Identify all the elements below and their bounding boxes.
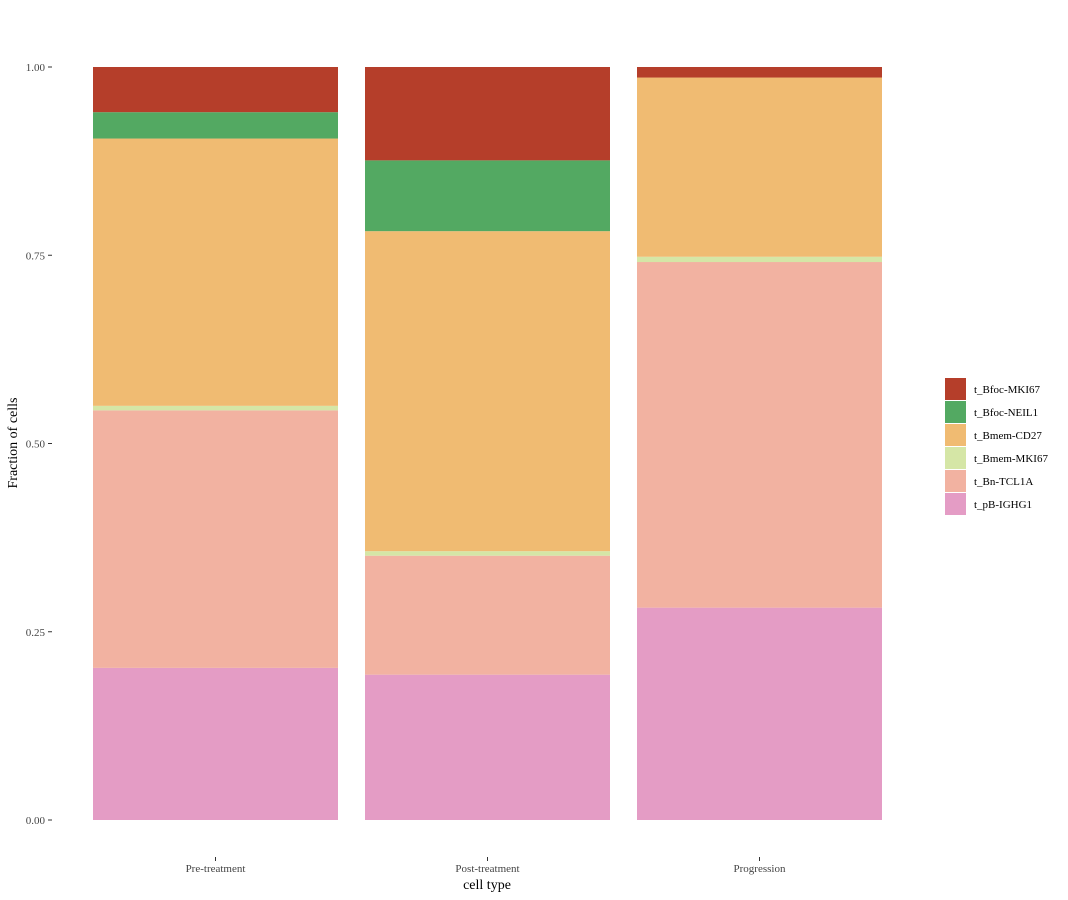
legend-key xyxy=(945,493,966,515)
bars xyxy=(93,67,882,820)
bar-segment-t-bmem-cd27 xyxy=(637,77,882,257)
legend-key xyxy=(945,401,966,423)
x-tick-label: Progression xyxy=(734,863,786,875)
x-tick-label: Pre-treatment xyxy=(186,863,246,875)
y-tick-label: 0.75 xyxy=(26,250,46,262)
legend-label: t_Bfoc-MKI67 xyxy=(974,384,1040,396)
bar-segment-t-pb-ighg1 xyxy=(365,674,610,820)
y-tick-label: 0.25 xyxy=(26,627,46,639)
y-tick-label: 0.00 xyxy=(26,815,46,827)
bar-segment-t-bfoc-mki67 xyxy=(637,67,882,78)
y-tick-label: 0.50 xyxy=(26,439,46,451)
bar-segment-t-bmem-mki67 xyxy=(637,256,882,263)
x-tick-label: Post-treatment xyxy=(455,863,519,875)
y-tick-label: 1.00 xyxy=(26,62,46,74)
legend: t_Bfoc-MKI67 t_Bfoc-NEIL1 t_Bmem-CD27 t_Bme… xyxy=(945,378,1048,515)
x-axis: Pre-treatment Post-treatment Progression xyxy=(186,857,786,875)
bar-segment-t-bmem-cd27 xyxy=(93,138,338,406)
legend-label: t_Bmem-MKI67 xyxy=(974,453,1048,465)
bar-segment-t-bmem-cd27 xyxy=(365,231,610,552)
bar-segment-t-bfoc-mki67 xyxy=(93,67,338,113)
bar-segment-t-pb-ighg1 xyxy=(637,607,882,820)
legend-label: t_pB-IGHG1 xyxy=(974,499,1032,511)
legend-label: t_Bn-TCL1A xyxy=(974,476,1033,488)
bar-segment-t-bfoc-mki67 xyxy=(365,67,610,161)
bar-segment-t-bn-tcl1a xyxy=(365,555,610,675)
bar-segment-t-bmem-mki67 xyxy=(365,551,610,556)
legend-key xyxy=(945,424,966,446)
y-axis-title: Fraction of cells xyxy=(6,398,21,489)
legend-key xyxy=(945,378,966,400)
legend-label: t_Bfoc-NEIL1 xyxy=(974,407,1038,419)
bar-segment-t-bn-tcl1a xyxy=(637,262,882,608)
legend-label: t_Bmem-CD27 xyxy=(974,430,1042,442)
bar-segment-t-bmem-mki67 xyxy=(93,405,338,411)
bar-segment-t-bfoc-neil1 xyxy=(93,112,338,139)
legend-key xyxy=(945,470,966,492)
bar-segment-t-pb-ighg1 xyxy=(93,667,338,820)
x-axis-title: cell type xyxy=(463,878,511,893)
bar-segment-t-bn-tcl1a xyxy=(93,410,338,668)
legend-key xyxy=(945,447,966,469)
bar-segment-t-bfoc-neil1 xyxy=(365,160,610,232)
y-axis: 0.00 0.25 0.50 0.75 1.00 xyxy=(26,62,52,827)
